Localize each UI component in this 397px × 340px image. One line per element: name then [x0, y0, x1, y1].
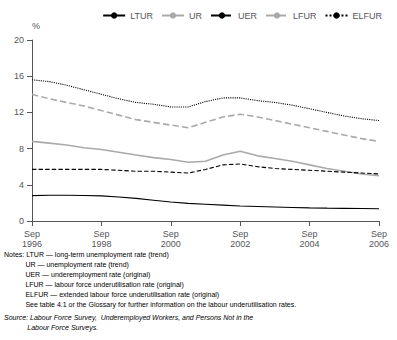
svg-text:12: 12: [14, 107, 24, 117]
svg-text:LFUR: LFUR: [293, 11, 317, 21]
svg-text:8: 8: [19, 144, 24, 154]
svg-text:Sep: Sep: [302, 229, 318, 239]
svg-text:ELFUR — extended labour force: ELFUR — extended labour force underutili…: [4, 291, 219, 299]
svg-text:Notes: LTUR — long-term unempl: Notes: LTUR — long-term unemployment rat…: [4, 251, 169, 259]
svg-text:0: 0: [19, 216, 24, 226]
svg-text:Sep: Sep: [371, 229, 387, 239]
svg-text:2006: 2006: [369, 239, 389, 249]
svg-text:Labour Force Surveys.: Labour Force Surveys.: [4, 324, 98, 332]
svg-text:1996: 1996: [22, 239, 42, 249]
svg-text:LTUR: LTUR: [130, 11, 153, 21]
svg-text:UR — unemployment rate (trend): UR — unemployment rate (trend): [4, 261, 129, 269]
svg-text:%: %: [32, 21, 40, 31]
svg-text:Source: Labour Force Survey,: Source: Labour Force Survey, Underemploy…: [4, 314, 253, 322]
svg-text:2002: 2002: [230, 239, 250, 249]
svg-text:4: 4: [19, 180, 24, 190]
svg-text:UER: UER: [238, 11, 258, 21]
svg-text:2000: 2000: [161, 239, 181, 249]
svg-text:UR: UR: [189, 11, 202, 21]
svg-text:Sep: Sep: [232, 229, 248, 239]
svg-text:LFUR — labour force underutili: LFUR — labour force underutilisation rat…: [4, 281, 184, 289]
svg-text:UER — underemployment rate (or: UER — underemployment rate (original): [4, 271, 150, 279]
svg-text:1998: 1998: [91, 239, 111, 249]
svg-text:Sep: Sep: [163, 229, 179, 239]
svg-text:Sep: Sep: [24, 229, 40, 239]
svg-text:16: 16: [14, 71, 24, 81]
svg-text:See table 4.1 or the Glossary: See table 4.1 or the Glossary for furthe…: [4, 301, 296, 309]
svg-text:20: 20: [14, 35, 24, 45]
svg-text:ELFUR: ELFUR: [352, 11, 382, 21]
svg-text:2004: 2004: [300, 239, 320, 249]
svg-text:Sep: Sep: [93, 229, 109, 239]
